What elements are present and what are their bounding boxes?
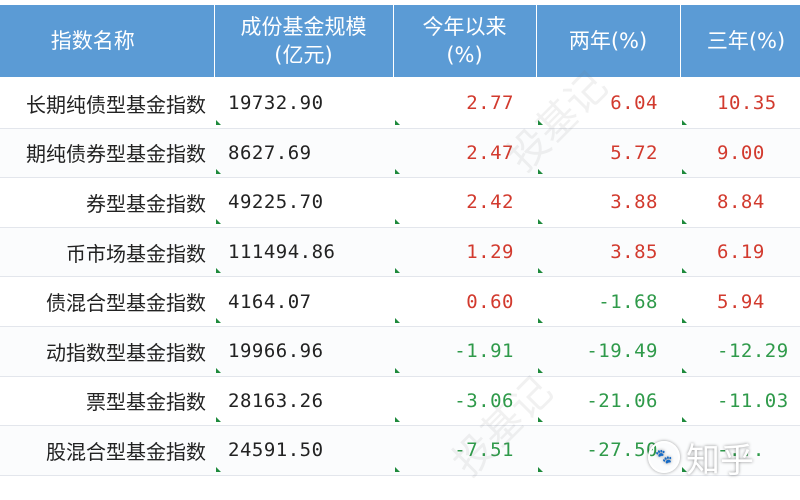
error-indicator-icon [395, 119, 400, 125]
cell-ytd[interactable]: 2.47 [393, 128, 536, 179]
cell-three-year[interactable]: 5.94 [680, 276, 800, 327]
header-ytd-line2: (%) [446, 43, 483, 67]
header-fund-size-line2: (亿元) [274, 43, 333, 67]
cell-two-year[interactable]: 5.72 [536, 128, 680, 179]
cell-index-name[interactable]: 股混合型基金指数 [0, 425, 214, 476]
error-indicator-icon [216, 317, 221, 323]
cell-fund-size[interactable]: 24591.50 [214, 425, 393, 476]
error-indicator-icon [216, 218, 221, 224]
error-indicator-icon [216, 466, 221, 472]
cell-two-year[interactable]: 3.88 [536, 177, 680, 228]
error-indicator-icon [682, 169, 687, 175]
header-index-name: 指数名称 [0, 5, 215, 79]
cell-fund-size[interactable]: 19966.96 [214, 326, 393, 377]
error-indicator-icon [216, 367, 221, 373]
header-ytd-line1: 今年以来 [422, 15, 507, 39]
cell-two-year[interactable]: -19.49 [536, 326, 680, 377]
cell-three-year[interactable]: -... [680, 425, 800, 476]
error-indicator-icon [395, 317, 400, 323]
zhihu-badge: 🐾 知乎 [648, 432, 754, 482]
cell-index-name[interactable]: 期纯债券型基金指数 [0, 128, 214, 179]
cell-two-year[interactable]: -21.06 [536, 376, 680, 427]
error-indicator-icon [682, 466, 687, 472]
header-fund-size-line1: 成份基金规模 [240, 15, 367, 39]
cell-three-year[interactable]: 9.00 [680, 128, 800, 179]
error-indicator-icon [216, 268, 221, 274]
error-indicator-icon [216, 119, 221, 125]
table-header: 指数名称 成份基金规模 (亿元) 今年以来 (%) 两年(%) 三年(%) [0, 5, 800, 79]
error-indicator-icon [682, 268, 687, 274]
error-indicator-icon [538, 367, 543, 373]
cell-ytd[interactable]: 2.42 [393, 177, 536, 228]
table-row: 票型基金指数 28163.26 -3.06 -21.06 -11.03 [0, 376, 800, 427]
header-two-year: 两年(%) [536, 5, 681, 79]
header-row: 指数名称 成份基金规模 (亿元) 今年以来 (%) 两年(%) 三年(%) [0, 5, 800, 79]
cell-fund-size[interactable]: 4164.07 [214, 276, 393, 327]
cell-fund-size[interactable]: 8627.69 [214, 128, 393, 179]
error-indicator-icon [395, 367, 400, 373]
error-indicator-icon [682, 218, 687, 224]
error-indicator-icon [538, 218, 543, 224]
error-indicator-icon [682, 367, 687, 373]
cell-two-year[interactable]: 6.04 [536, 78, 680, 129]
error-indicator-icon [395, 218, 400, 224]
table-row: 币市场基金指数 111494.86 1.29 3.85 6.19 [0, 227, 800, 278]
cell-fund-size[interactable]: 111494.86 [214, 227, 393, 278]
error-indicator-icon [538, 169, 543, 175]
cell-ytd[interactable]: -1.91 [393, 326, 536, 377]
cell-three-year[interactable]: 10.35 [680, 78, 800, 129]
table-row: 券型基金指数 49225.70 2.42 3.88 8.84 [0, 177, 800, 228]
error-indicator-icon [216, 417, 221, 423]
cell-ytd[interactable]: 0.60 [393, 276, 536, 327]
cell-ytd[interactable]: -7.51 [393, 425, 536, 476]
cell-index-name[interactable]: 票型基金指数 [0, 376, 214, 427]
header-ytd: 今年以来 (%) [393, 5, 537, 79]
cell-index-name[interactable]: 动指数型基金指数 [0, 326, 214, 377]
badge-text: 知乎 [686, 440, 754, 481]
error-indicator-icon [538, 268, 543, 274]
cell-two-year[interactable]: -1.68 [536, 276, 680, 327]
error-indicator-icon [538, 466, 543, 472]
cell-fund-size[interactable]: 49225.70 [214, 177, 393, 228]
table-row: 动指数型基金指数 19966.96 -1.91 -19.49 -12.29 [0, 326, 800, 377]
cell-two-year[interactable]: 3.85 [536, 227, 680, 278]
cell-ytd[interactable]: 2.77 [393, 78, 536, 129]
cell-index-name[interactable]: 币市场基金指数 [0, 227, 214, 278]
cell-fund-size[interactable]: 28163.26 [214, 376, 393, 427]
fund-index-table: 指数名称 成份基金规模 (亿元) 今年以来 (%) 两年(%) 三年(%) 长期… [0, 5, 800, 476]
table-body: 长期纯债型基金指数 19732.90 2.77 6.04 10.35 期纯债券型基金指数 8… [0, 78, 800, 476]
error-indicator-icon [682, 417, 687, 423]
cell-index-name[interactable]: 券型基金指数 [0, 177, 214, 228]
cell-index-name[interactable]: 债混合型基金指数 [0, 276, 214, 327]
table-row: 债混合型基金指数 4164.07 0.60 -1.68 5.94 [0, 276, 800, 327]
cell-three-year[interactable]: 6.19 [680, 227, 800, 278]
cell-index-name[interactable]: 长期纯债型基金指数 [0, 78, 214, 129]
cell-ytd[interactable]: -3.06 [393, 376, 536, 427]
cell-three-year[interactable]: 8.84 [680, 177, 800, 228]
header-three-year: 三年(%) [680, 5, 800, 79]
table-row: 期纯债券型基金指数 8627.69 2.47 5.72 9.00 [0, 128, 800, 179]
error-indicator-icon [682, 317, 687, 323]
cell-fund-size[interactable]: 19732.90 [214, 78, 393, 129]
error-indicator-icon [538, 119, 543, 125]
error-indicator-icon [216, 169, 221, 175]
header-fund-size: 成份基金规模 (亿元) [214, 5, 394, 79]
error-indicator-icon [395, 466, 400, 472]
error-indicator-icon [538, 417, 543, 423]
error-indicator-icon [395, 169, 400, 175]
error-indicator-icon [395, 417, 400, 423]
cell-three-year[interactable]: -11.03 [680, 376, 800, 427]
error-indicator-icon [395, 268, 400, 274]
error-indicator-icon [682, 119, 687, 125]
table-row: 长期纯债型基金指数 19732.90 2.77 6.04 10.35 [0, 78, 800, 129]
cell-three-year[interactable]: -12.29 [680, 326, 800, 377]
cell-ytd[interactable]: 1.29 [393, 227, 536, 278]
error-indicator-icon [538, 317, 543, 323]
paw-icon: 🐾 [648, 441, 680, 473]
